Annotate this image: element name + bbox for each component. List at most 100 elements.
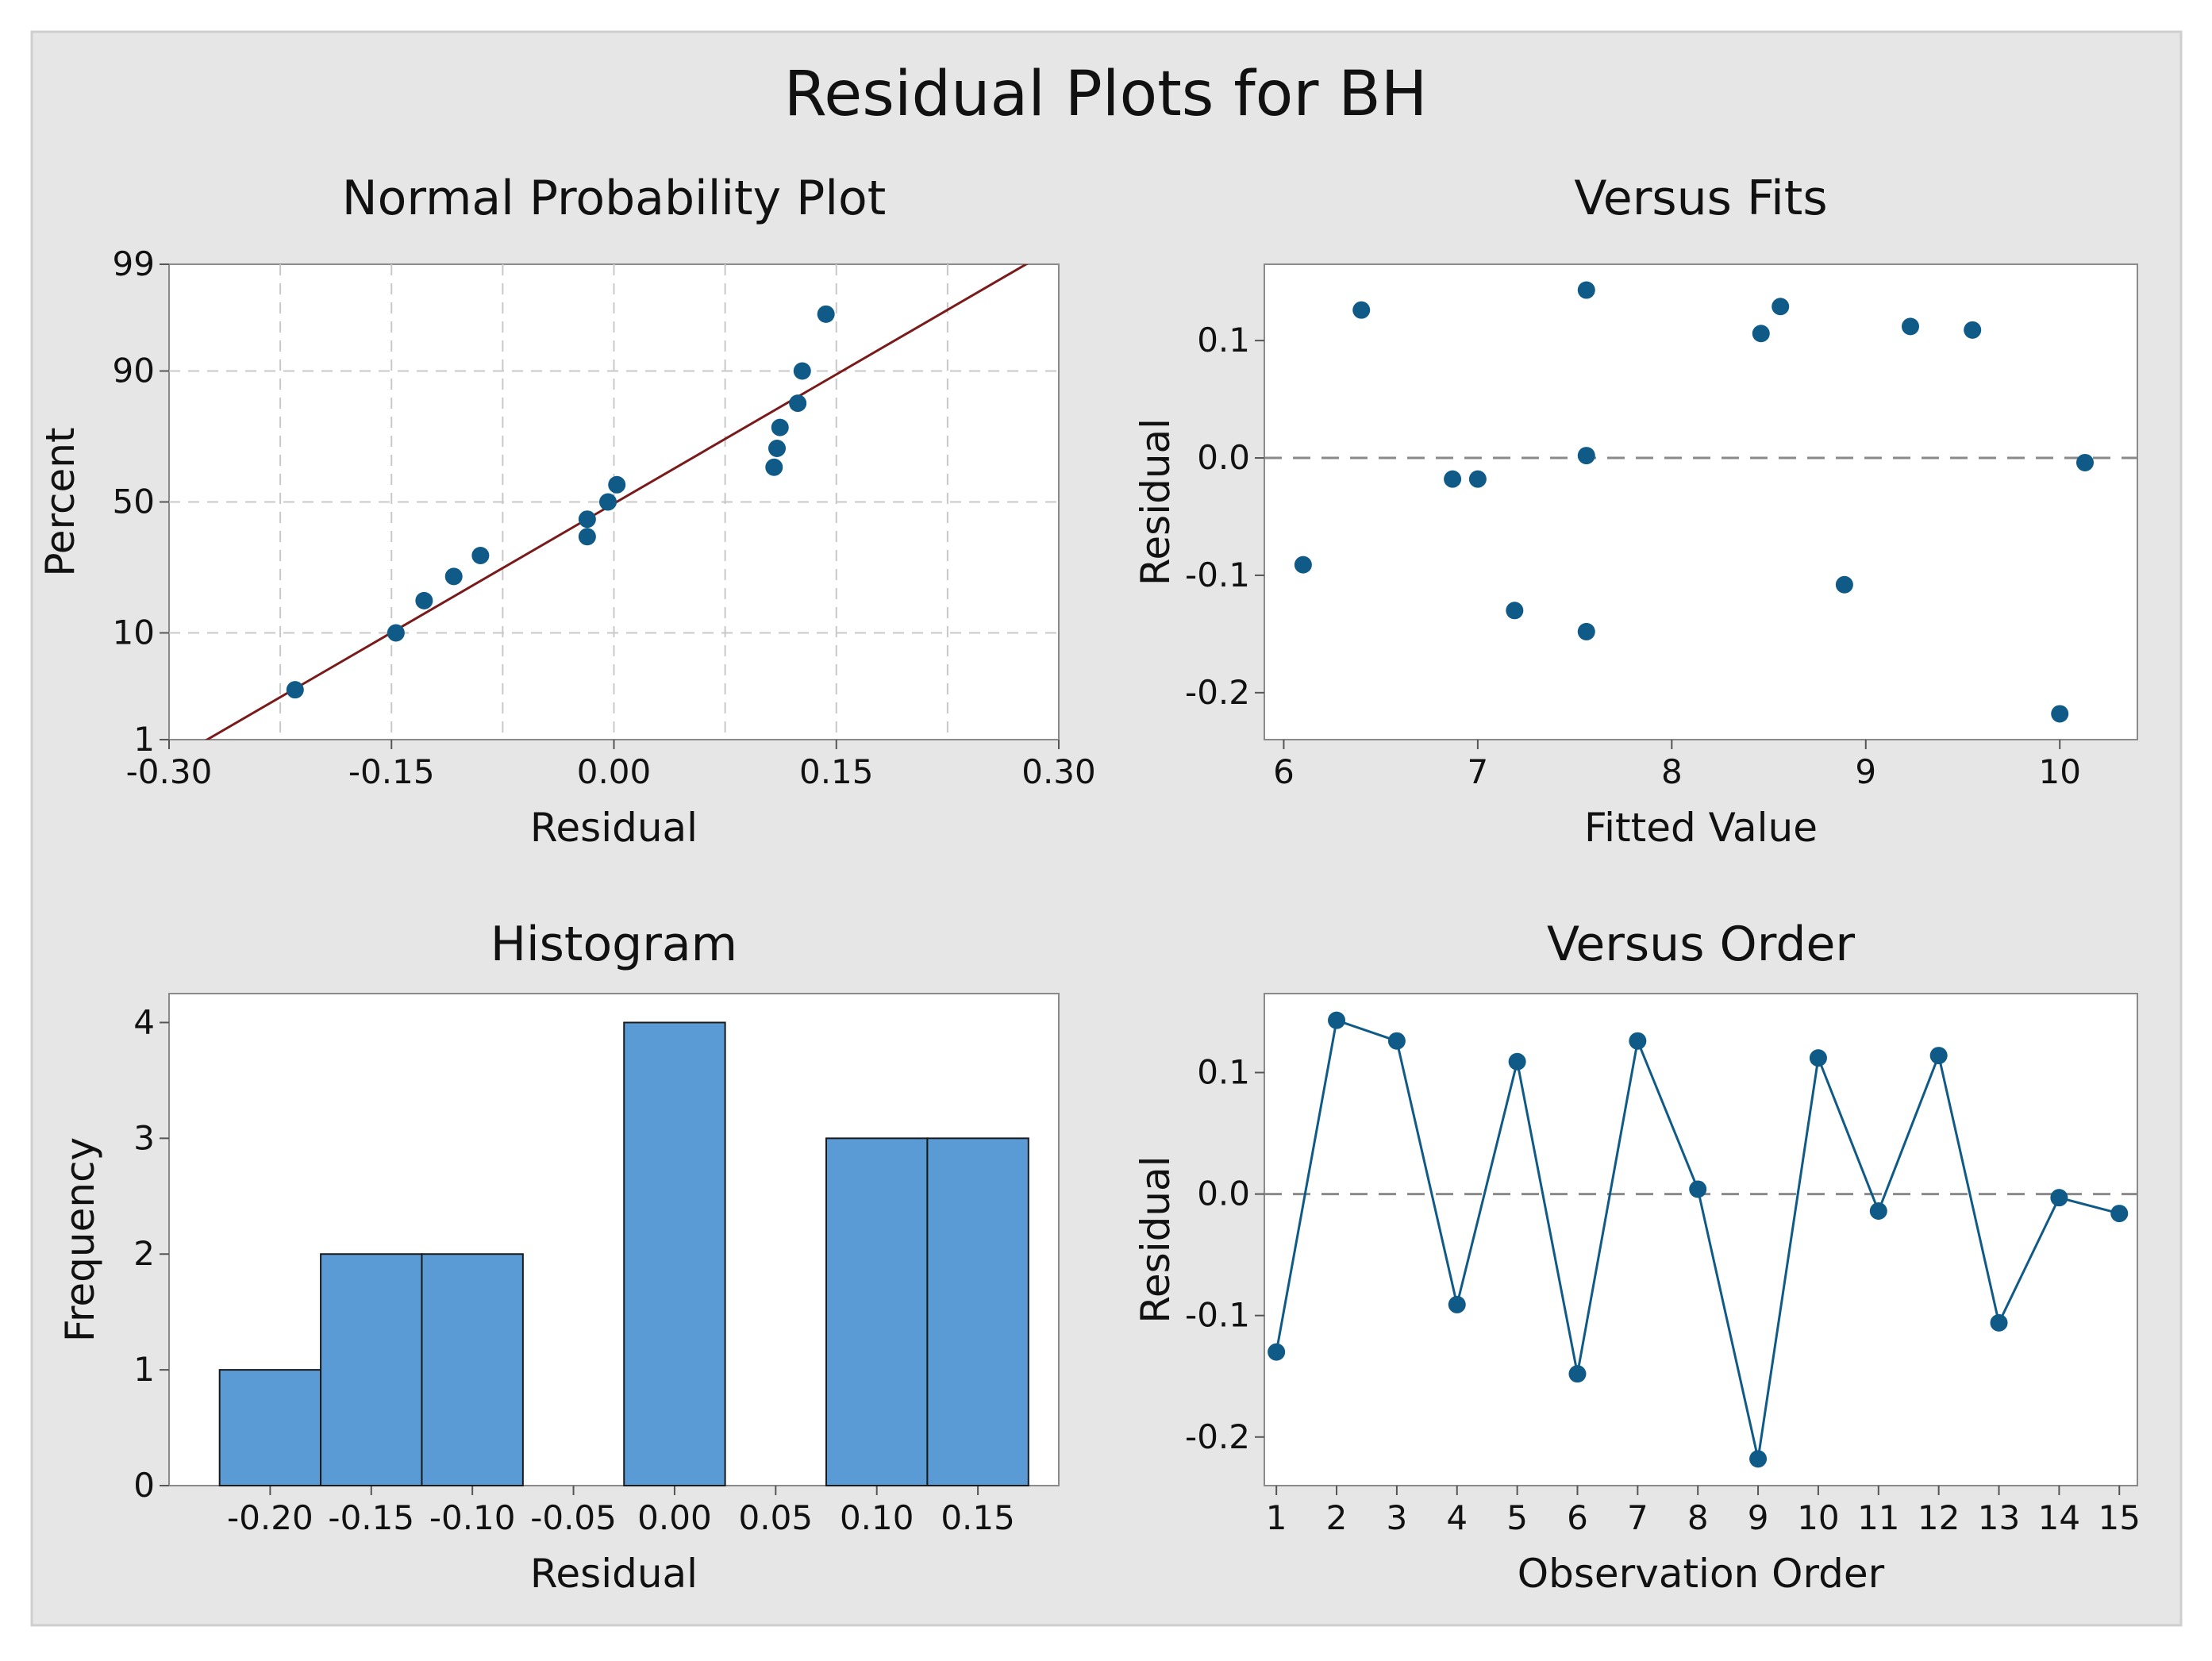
data-point bbox=[1508, 1052, 1526, 1071]
data-point bbox=[608, 475, 626, 494]
x-tick-label: 4 bbox=[1446, 1498, 1468, 1537]
x-tick-label: 14 bbox=[2038, 1498, 2080, 1537]
x-tick-label: -0.15 bbox=[328, 1498, 414, 1537]
x-tick-label: 10 bbox=[2038, 752, 2080, 791]
x-tick-label: 2 bbox=[1326, 1498, 1348, 1537]
histogram-bar bbox=[421, 1253, 524, 1487]
data-point bbox=[789, 394, 807, 413]
histogram-y-axis-label: Frequency bbox=[57, 1137, 103, 1342]
y-tick-label: 1 bbox=[133, 720, 155, 759]
data-point bbox=[2051, 705, 2069, 723]
x-tick-label: -0.10 bbox=[429, 1498, 516, 1537]
data-point bbox=[599, 493, 617, 511]
data-point bbox=[768, 439, 787, 457]
data-point bbox=[286, 681, 304, 699]
y-tick-label: 99 bbox=[113, 244, 155, 283]
data-point bbox=[1835, 575, 1853, 594]
data-point bbox=[444, 567, 463, 586]
data-point bbox=[1448, 1295, 1466, 1313]
x-tick-label: 9 bbox=[1748, 1498, 1769, 1537]
data-point bbox=[1387, 1032, 1406, 1050]
histogram-panel: Histogram -0.20 -0.15 -0.10 -0.05 0.00 0.05 0.1… bbox=[57, 917, 1060, 1597]
x-tick-label: 8 bbox=[1687, 1498, 1709, 1537]
data-point bbox=[1809, 1049, 1827, 1067]
y-tick-label: 2 bbox=[133, 1234, 155, 1273]
order-y-axis-label: Residual bbox=[1133, 1155, 1179, 1323]
x-tick-label: 8 bbox=[1661, 752, 1683, 791]
data-point bbox=[765, 458, 783, 476]
histogram-bar bbox=[623, 1021, 726, 1486]
histogram-title: Histogram bbox=[490, 917, 737, 972]
data-point bbox=[1577, 447, 1595, 465]
x-tick-label: 11 bbox=[1857, 1498, 1899, 1537]
data-point bbox=[793, 362, 811, 380]
x-tick-label: 0.10 bbox=[840, 1498, 914, 1537]
histogram-bar bbox=[320, 1253, 423, 1487]
x-tick-label: 3 bbox=[1387, 1498, 1408, 1537]
data-point bbox=[1268, 1343, 1286, 1361]
histogram-x-axis-label: Residual bbox=[530, 1551, 698, 1597]
data-point bbox=[2076, 453, 2094, 471]
x-tick-label: 0.15 bbox=[941, 1498, 1015, 1537]
data-point bbox=[1772, 298, 1790, 316]
data-point bbox=[1506, 602, 1524, 620]
data-point bbox=[1629, 1032, 1647, 1050]
data-point bbox=[1577, 622, 1595, 640]
normal-y-axis-label: Percent bbox=[37, 427, 83, 576]
data-point bbox=[1444, 470, 1462, 488]
y-tick-label: -0.2 bbox=[1185, 673, 1250, 712]
normal-title: Normal Probability Plot bbox=[342, 171, 887, 226]
x-tick-label: -0.20 bbox=[227, 1498, 314, 1537]
data-point bbox=[1749, 1450, 1768, 1468]
data-point bbox=[1902, 317, 1919, 336]
x-tick-label: 13 bbox=[1978, 1498, 2020, 1537]
x-tick-label: -0.15 bbox=[348, 752, 435, 791]
x-tick-label: 0.00 bbox=[577, 752, 652, 791]
data-point bbox=[387, 624, 405, 642]
data-point bbox=[1752, 325, 1770, 343]
data-point bbox=[415, 591, 433, 609]
data-point bbox=[578, 528, 596, 546]
order-title: Versus Order bbox=[1547, 917, 1855, 972]
y-tick-label: 10 bbox=[113, 613, 155, 652]
histogram-bar bbox=[825, 1137, 929, 1486]
x-tick-label: 1 bbox=[1266, 1498, 1287, 1537]
data-point bbox=[817, 305, 835, 323]
fits-plot-area bbox=[1264, 263, 2138, 740]
normal-x-axis-label: Residual bbox=[530, 805, 698, 851]
data-point bbox=[771, 418, 789, 436]
y-tick-label: -0.1 bbox=[1185, 556, 1250, 594]
fits-y-axis-label: Residual bbox=[1133, 418, 1179, 586]
histogram-bar bbox=[218, 1369, 322, 1487]
data-point bbox=[471, 547, 490, 565]
y-tick-label: 0.0 bbox=[1197, 438, 1250, 477]
y-tick-label: 3 bbox=[133, 1118, 155, 1157]
y-tick-label: 0.1 bbox=[1197, 1053, 1250, 1092]
x-tick-label: 6 bbox=[1567, 1498, 1588, 1537]
y-tick-label: -0.2 bbox=[1185, 1417, 1250, 1456]
data-point bbox=[1352, 301, 1371, 319]
x-tick-label: 0.30 bbox=[1021, 752, 1096, 791]
fits-x-axis-label: Fitted Value bbox=[1584, 805, 1818, 851]
x-tick-label: 10 bbox=[1797, 1498, 1839, 1537]
x-tick-label: -0.30 bbox=[126, 752, 213, 791]
fits-panel: Versus Fits 6 7 8 9 10 -0.2 -0.1 0.0 0.1 Fitted Va… bbox=[1133, 171, 2138, 851]
y-tick-label: 50 bbox=[113, 483, 155, 521]
data-point bbox=[1990, 1313, 2008, 1332]
data-point bbox=[578, 510, 596, 529]
figure-title: Residual Plots for BH bbox=[784, 59, 1428, 130]
data-point bbox=[1294, 556, 1312, 574]
y-tick-label: 1 bbox=[133, 1350, 155, 1389]
y-tick-label: 90 bbox=[113, 352, 155, 390]
data-point bbox=[1929, 1047, 1948, 1065]
data-point bbox=[2050, 1189, 2068, 1207]
x-tick-label: 7 bbox=[1627, 1498, 1648, 1537]
x-tick-label: -0.05 bbox=[530, 1498, 617, 1537]
data-point bbox=[1689, 1180, 1707, 1198]
x-tick-label: 0.05 bbox=[739, 1498, 814, 1537]
data-point bbox=[1468, 470, 1487, 488]
x-tick-label: 9 bbox=[1855, 752, 1876, 791]
data-point bbox=[1964, 321, 1982, 339]
x-tick-label: 6 bbox=[1273, 752, 1295, 791]
